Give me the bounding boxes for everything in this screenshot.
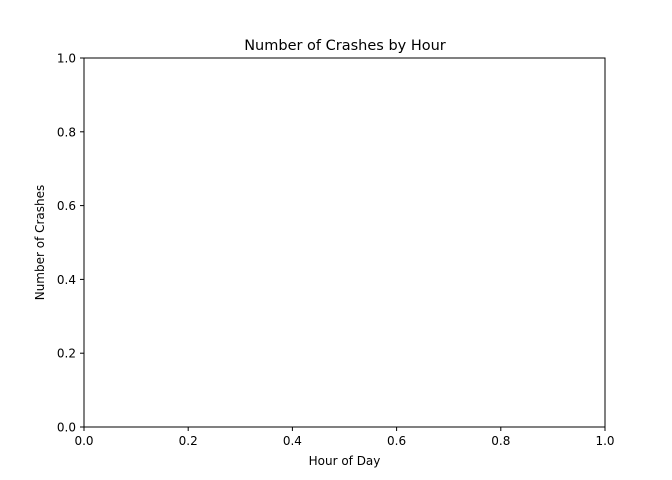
y-axis-ticks: 0.0 0.2 0.4 0.6 0.8 1.0	[57, 52, 84, 435]
x-axis-ticks: 0.0 0.2 0.4 0.6 0.8 1.0	[74, 427, 615, 448]
y-axis-label: Number of Crashes	[33, 185, 47, 301]
chart-title: Number of Crashes by Hour	[244, 38, 446, 54]
y-tick-label: 0.8	[57, 125, 76, 139]
x-axis-label: Hour of Day	[309, 454, 381, 468]
y-tick-label: 0.4	[57, 273, 76, 287]
y-tick-label: 1.0	[57, 52, 76, 66]
plot-area	[83, 57, 606, 428]
x-tick-label: 0.0	[74, 434, 93, 448]
y-tick-label: 0.6	[57, 199, 76, 213]
x-tick-label: 1.0	[595, 434, 614, 448]
y-tick-label: 0.2	[57, 347, 76, 361]
x-tick-label: 0.2	[179, 434, 198, 448]
x-tick-label: 0.4	[283, 434, 302, 448]
x-tick-label: 0.8	[491, 434, 510, 448]
y-tick-label: 0.0	[57, 421, 76, 435]
x-tick-label: 0.6	[387, 434, 406, 448]
